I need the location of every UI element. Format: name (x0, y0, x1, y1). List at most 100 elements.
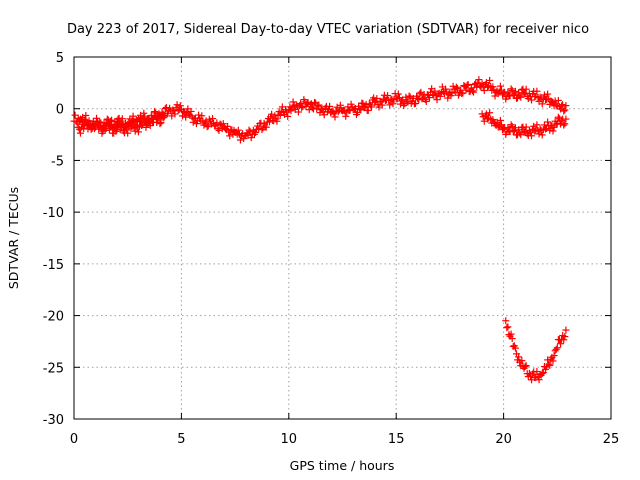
data-point (553, 344, 561, 352)
data-point (541, 125, 549, 133)
data-point (370, 94, 378, 102)
data-point (482, 110, 490, 118)
data-point (516, 129, 524, 137)
data-point (535, 376, 543, 384)
data-point (530, 122, 538, 130)
data-point (509, 128, 517, 136)
data-point (502, 317, 510, 325)
data-point (496, 116, 504, 124)
data-point (489, 83, 497, 91)
data-point (561, 106, 569, 114)
data-point (464, 80, 472, 88)
data-point (356, 105, 364, 113)
y-axis-label: SDTVAR / TECUs (6, 187, 21, 289)
data-point (416, 90, 424, 98)
data-point (96, 121, 104, 129)
data-point (486, 76, 494, 84)
data-point (315, 101, 323, 109)
data-point (553, 119, 561, 127)
data-point (176, 102, 184, 110)
data-point (151, 112, 159, 120)
data-point (533, 87, 541, 95)
data-point (131, 127, 139, 135)
data-point (262, 123, 270, 131)
data-point (331, 113, 339, 121)
data-point (255, 125, 263, 133)
data-point (138, 122, 146, 130)
data-point (318, 105, 326, 113)
axis-ticks (73, 56, 612, 420)
x-tick-label: 5 (177, 432, 185, 447)
data-point (252, 128, 260, 136)
data-point (294, 108, 302, 116)
data-point (562, 115, 570, 123)
data-point (552, 345, 560, 353)
data-point (452, 83, 460, 91)
data-point (314, 102, 322, 110)
data-point (521, 363, 529, 371)
data-point (453, 84, 461, 92)
data-point (549, 357, 557, 365)
data-point (311, 98, 319, 106)
data-point (470, 88, 478, 96)
data-point (546, 126, 554, 134)
data-point (550, 352, 558, 360)
data-point (561, 333, 569, 341)
data-point (515, 353, 523, 361)
data-point (298, 104, 306, 112)
data-point (463, 81, 471, 89)
data-point (559, 101, 567, 109)
data-point (508, 86, 516, 94)
y-tick-label: -10 (43, 206, 64, 221)
data-point (462, 86, 470, 94)
data-point (187, 107, 195, 115)
x-tick-labels: 0 5 10 15 20 25 (70, 432, 619, 447)
data-point (511, 344, 519, 352)
data-point (412, 99, 420, 107)
data-point (180, 107, 188, 115)
data-point (82, 117, 90, 125)
data-point (307, 100, 315, 108)
x-tick-label: 10 (281, 432, 298, 447)
data-point (507, 85, 515, 93)
data-point (562, 326, 570, 334)
data-point (93, 117, 101, 125)
data-point (507, 330, 515, 338)
y-tick-label: -15 (43, 258, 64, 273)
data-point (268, 110, 276, 118)
data-point (336, 101, 344, 109)
data-point (557, 340, 565, 348)
data-point (103, 120, 111, 128)
y-tick-label: -30 (43, 413, 64, 428)
data-point (518, 86, 526, 94)
data-point (156, 120, 164, 128)
grid (74, 57, 611, 419)
data-point (538, 369, 546, 377)
data-point (561, 120, 569, 128)
data-point (504, 323, 512, 331)
data-point (560, 336, 568, 344)
data-point (425, 94, 433, 102)
data-point (560, 107, 568, 115)
data-point (517, 93, 525, 101)
data-point (102, 124, 110, 132)
plot-frame (73, 56, 612, 420)
data-point (362, 100, 370, 108)
data-point (552, 101, 560, 109)
data-point (422, 98, 430, 106)
data-point (129, 118, 137, 126)
data-point (504, 88, 512, 96)
data-point (265, 118, 273, 126)
data-point (118, 120, 126, 128)
data-point (518, 124, 526, 132)
y-tick-labels: 5 0 -5 -10 -15 -20 -25 -30 (43, 51, 64, 428)
data-point (538, 100, 546, 108)
data-point (518, 357, 526, 365)
data-point (560, 121, 568, 129)
data-point (226, 132, 234, 140)
data-point (500, 124, 508, 132)
data-point (140, 115, 148, 123)
chart-title: Day 223 of 2017, Sidereal Day-to-day VTE… (67, 22, 589, 37)
data-point (503, 324, 511, 332)
